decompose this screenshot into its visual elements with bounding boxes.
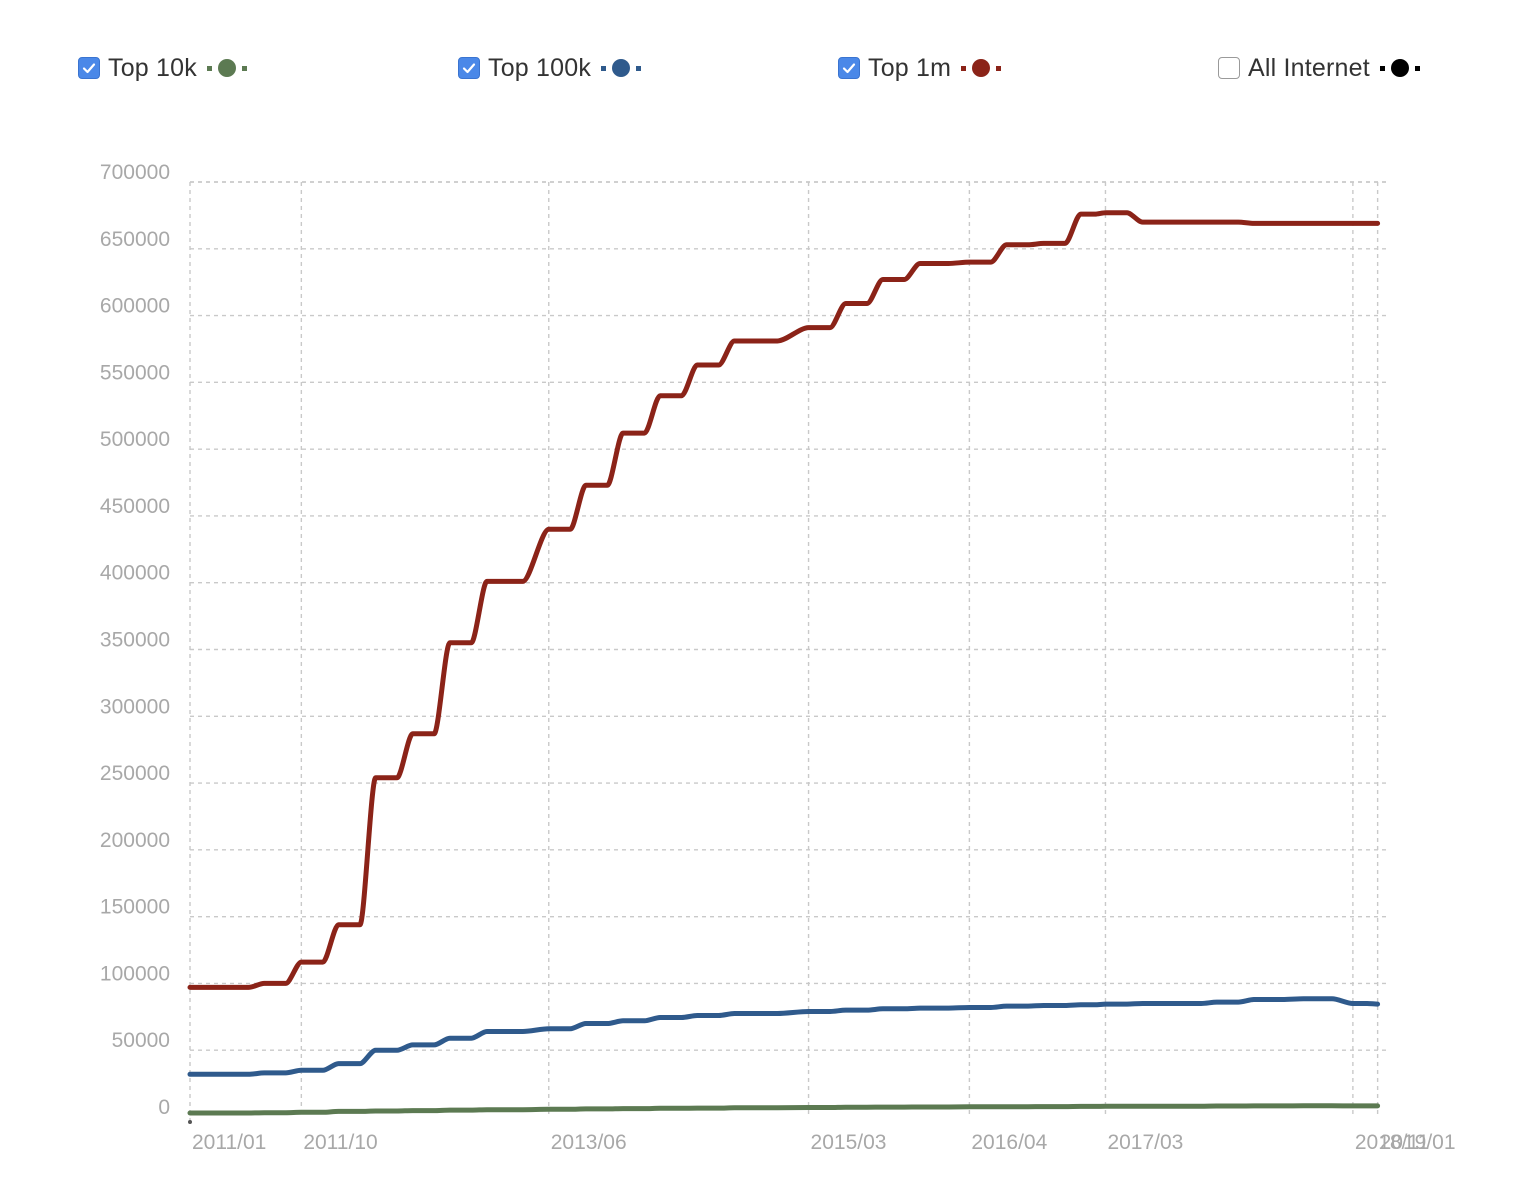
legend-label: Top 10k [108, 53, 197, 82]
legend-item-top-10k[interactable]: Top 10k [78, 48, 251, 88]
y-tick-label: 300000 [100, 695, 170, 718]
y-tick-label: 550000 [100, 361, 170, 384]
axis-origin-dot [188, 1120, 192, 1124]
legend: Top 10k Top 100k Top 1m All Internet [0, 48, 1526, 88]
x-tick-label: 2016/04 [971, 1131, 1047, 1154]
y-tick-label: 50000 [112, 1029, 170, 1052]
y-tick-label: 450000 [100, 495, 170, 518]
y-tick-label: 650000 [100, 228, 170, 251]
grid [188, 181, 1390, 1124]
series-line-top-1m [187, 210, 1381, 990]
series-marker-icon [206, 59, 247, 77]
y-tick-label: 0 [158, 1096, 170, 1119]
y-tick-label: 400000 [100, 562, 170, 585]
y-axis: 0 50000 100000 150000 200000 250000 300000 3500… [100, 161, 170, 1119]
series-line-top-10k [187, 1103, 1381, 1116]
series-line-top-100k [187, 996, 1381, 1077]
legend-item-all-internet[interactable]: All Internet [1218, 48, 1424, 88]
y-tick-label: 500000 [100, 428, 170, 451]
y-tick-label: 100000 [100, 962, 170, 985]
x-tick-label: 2011/10 [303, 1131, 377, 1154]
y-tick-label: 250000 [100, 762, 170, 785]
plot-area [187, 210, 1381, 1116]
y-tick-label: 150000 [100, 896, 170, 919]
checkbox-checked-icon[interactable] [458, 57, 480, 79]
x-tick-label: 2013/06 [551, 1131, 627, 1154]
checkbox-checked-icon[interactable] [78, 57, 100, 79]
x-tick-label: 2018/11 [1355, 1131, 1429, 1154]
y-tick-label: 700000 [100, 161, 170, 184]
y-tick-label: 600000 [100, 295, 170, 318]
y-tick-label: 350000 [100, 629, 170, 652]
series-marker-icon [1379, 59, 1420, 77]
legend-item-top-100k[interactable]: Top 100k [458, 48, 645, 88]
checkbox-unchecked-icon[interactable] [1218, 57, 1240, 79]
legend-label: Top 100k [488, 53, 592, 82]
legend-label: Top 1m [868, 53, 952, 82]
series-marker-icon [601, 59, 642, 77]
legend-item-top-1m[interactable]: Top 1m [838, 48, 1005, 88]
x-tick-label: 2017/03 [1107, 1131, 1183, 1154]
legend-label: All Internet [1248, 53, 1370, 82]
x-tick-label: 2011/01 [192, 1131, 266, 1154]
checkbox-checked-icon[interactable] [838, 57, 860, 79]
x-tick-label: 2019/01 [1380, 1131, 1456, 1154]
series-marker-icon [961, 59, 1002, 77]
x-tick-label: 2015/03 [811, 1131, 887, 1154]
y-tick-label: 200000 [100, 829, 170, 852]
x-axis: 2011/01 2011/10 2013/06 2015/03 2016/04 2017/… [192, 1131, 1456, 1154]
